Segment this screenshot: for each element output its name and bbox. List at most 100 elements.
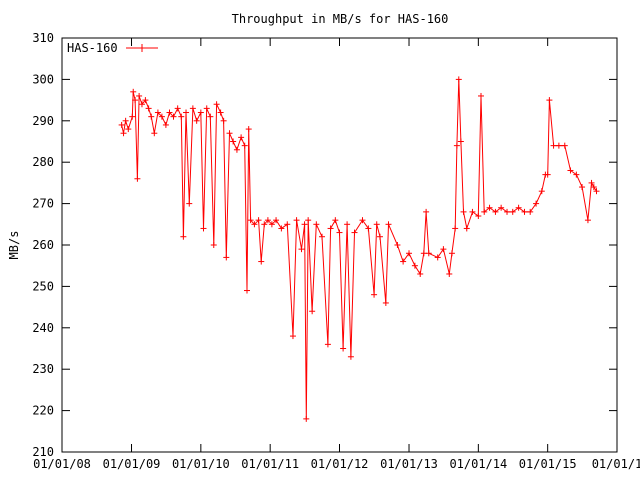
data-point	[118, 121, 125, 128]
data-point	[178, 113, 185, 120]
y-tick-label: 220	[32, 404, 54, 418]
data-point	[241, 142, 248, 149]
data-point	[469, 208, 476, 215]
data-point	[434, 254, 441, 261]
data-point	[332, 217, 339, 224]
data-point	[515, 204, 522, 211]
data-point	[455, 76, 462, 83]
data-point	[324, 341, 331, 348]
data-point	[145, 105, 152, 112]
data-point	[213, 101, 220, 108]
data-point	[533, 200, 540, 207]
data-point	[544, 171, 551, 178]
x-tick-label: 01/01/1	[592, 457, 640, 471]
data-point	[142, 97, 149, 104]
data-point	[217, 109, 224, 116]
chart-title: Throughput in MB/s for HAS-160	[232, 12, 449, 26]
data-point	[478, 92, 485, 99]
data-point	[129, 113, 136, 120]
x-tick-label: 01/01/12	[311, 457, 369, 471]
legend-label-has-160: HAS-160	[67, 41, 118, 55]
data-point	[590, 184, 597, 191]
data-point	[303, 415, 310, 422]
data-point	[313, 221, 320, 228]
data-point	[298, 246, 305, 253]
data-point	[452, 225, 459, 232]
x-tick-label: 01/01/09	[103, 457, 161, 471]
data-point	[417, 270, 424, 277]
y-tick-label: 210	[32, 445, 54, 459]
y-axis-label: MB/s	[7, 231, 21, 260]
data-point	[319, 233, 326, 240]
data-point	[233, 146, 240, 153]
data-point	[457, 138, 464, 145]
data-point	[546, 97, 553, 104]
legend-marker-sample	[138, 44, 146, 52]
data-point	[166, 109, 173, 116]
data-point	[122, 117, 129, 124]
data-point	[498, 204, 505, 211]
x-tick-label: 01/01/15	[519, 457, 577, 471]
data-point	[120, 130, 127, 137]
y-tick-label: 230	[32, 362, 54, 376]
data-point	[463, 225, 470, 232]
data-point	[309, 308, 316, 315]
data-point	[203, 105, 210, 112]
data-point	[460, 208, 467, 215]
data-point	[158, 113, 165, 120]
data-point	[268, 221, 275, 228]
y-tick-label: 250	[32, 279, 54, 293]
data-point	[301, 221, 308, 228]
data-point	[555, 142, 562, 149]
data-point	[170, 113, 177, 120]
data-point	[327, 225, 334, 232]
data-point	[446, 270, 453, 277]
data-point	[593, 188, 600, 195]
data-point	[138, 101, 145, 108]
y-tick-label: 240	[32, 321, 54, 335]
data-point	[255, 217, 262, 224]
data-point	[293, 217, 300, 224]
data-point	[521, 208, 528, 215]
data-point	[244, 287, 250, 294]
data-point	[245, 126, 252, 133]
y-tick-label: 300	[32, 72, 54, 86]
data-point	[486, 204, 493, 211]
data-point	[440, 246, 447, 253]
data-point	[376, 233, 383, 240]
series-layer	[118, 76, 600, 422]
y-axis-ticks: 210 220 230 240 250 260 270 280 290 300 310	[32, 31, 617, 459]
data-point	[453, 142, 460, 149]
data-point	[174, 105, 181, 112]
data-point	[475, 213, 482, 220]
data-point	[394, 242, 401, 248]
data-point	[264, 217, 271, 224]
x-tick-label: 01/01/13	[380, 457, 438, 471]
data-point	[336, 229, 343, 236]
data-point	[200, 225, 207, 232]
data-point	[247, 217, 254, 224]
y-tick-label: 310	[32, 31, 54, 45]
y-tick-label: 270	[32, 197, 54, 211]
data-point	[492, 208, 499, 215]
x-tick-label: 01/01/14	[449, 457, 507, 471]
x-tick-label: 01/01/10	[172, 457, 230, 471]
data-point	[207, 113, 214, 120]
data-point	[385, 221, 392, 228]
data-point	[425, 250, 432, 257]
data-point	[193, 117, 200, 124]
data-point	[210, 242, 217, 248]
data-point	[340, 345, 347, 352]
data-point	[504, 208, 511, 215]
data-point	[351, 229, 358, 236]
data-point	[148, 113, 155, 120]
data-point	[230, 138, 237, 145]
data-point	[220, 117, 227, 124]
x-tick-label: 01/01/11	[241, 457, 299, 471]
data-point	[411, 262, 418, 269]
data-point	[258, 258, 265, 265]
data-point	[359, 217, 366, 224]
data-point	[189, 105, 196, 112]
data-point	[573, 171, 580, 178]
